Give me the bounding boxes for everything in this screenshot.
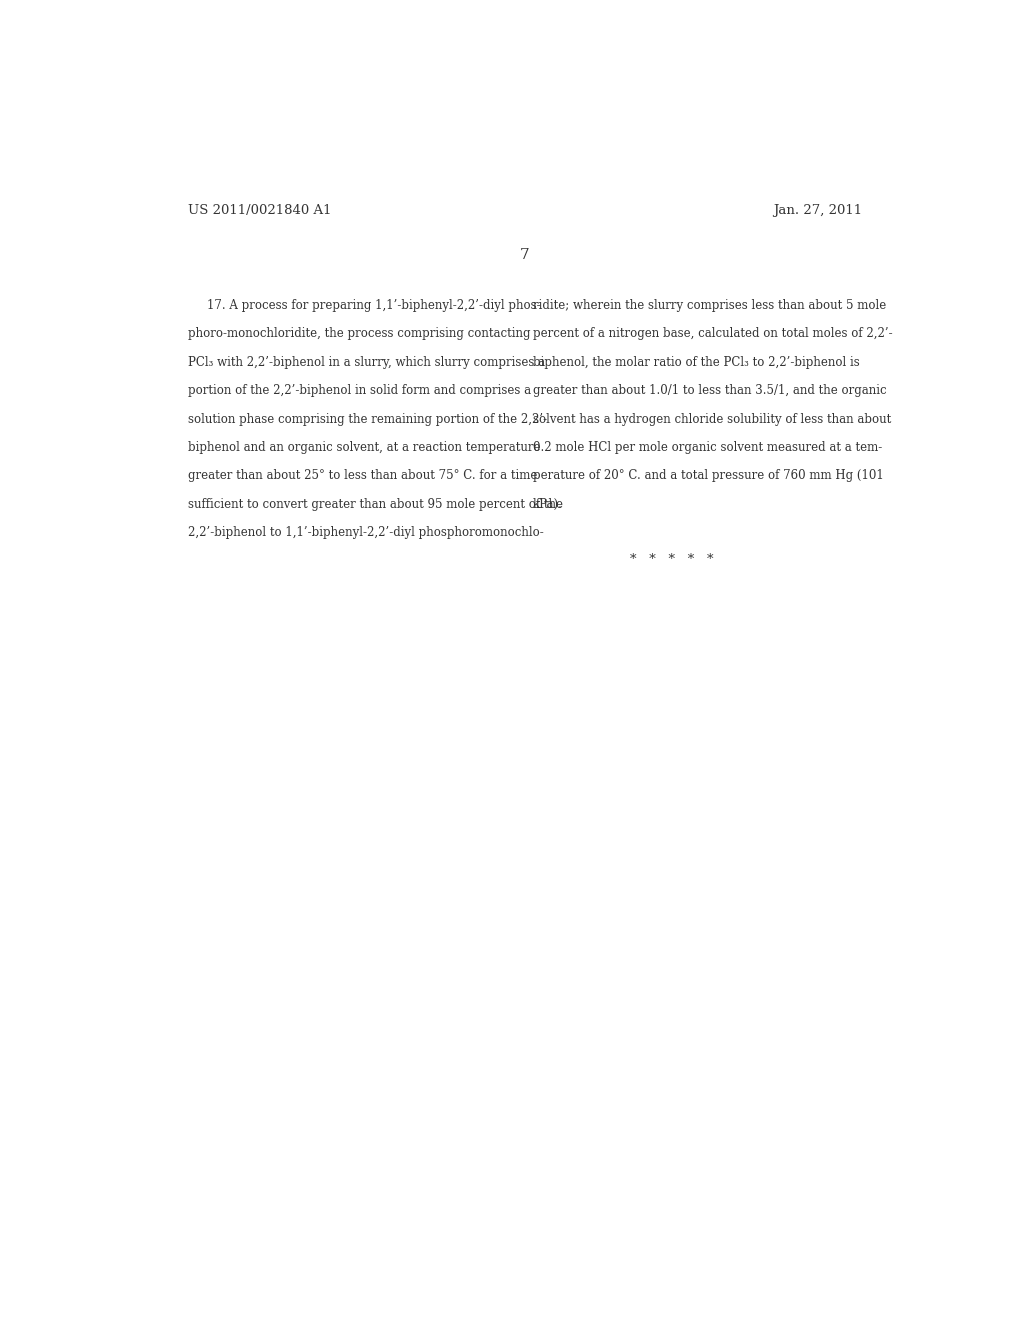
Text: percent of a nitrogen base, calculated on total moles of 2,2’-: percent of a nitrogen base, calculated o…	[532, 327, 892, 341]
Text: biphenol and an organic solvent, at a reaction temperature: biphenol and an organic solvent, at a re…	[187, 441, 540, 454]
Text: 0.2 mole HCl per mole organic solvent measured at a tem-: 0.2 mole HCl per mole organic solvent me…	[532, 441, 882, 454]
Text: 17. A process for preparing 1,1’-biphenyl-2,2’-diyl phos-: 17. A process for preparing 1,1’-bipheny…	[207, 298, 541, 312]
Text: PCl₃ with 2,2’-biphenol in a slurry, which slurry comprises a: PCl₃ with 2,2’-biphenol in a slurry, whi…	[187, 355, 545, 368]
Text: ridite; wherein the slurry comprises less than about 5 mole: ridite; wherein the slurry comprises les…	[532, 298, 886, 312]
Text: greater than about 25° to less than about 75° C. for a time: greater than about 25° to less than abou…	[187, 470, 537, 482]
Text: solution phase comprising the remaining portion of the 2,2’-: solution phase comprising the remaining …	[187, 413, 547, 425]
Text: greater than about 1.0/1 to less than 3.5/1, and the organic: greater than about 1.0/1 to less than 3.…	[532, 384, 887, 397]
Text: portion of the 2,2’-biphenol in solid form and comprises a: portion of the 2,2’-biphenol in solid fo…	[187, 384, 530, 397]
Text: *   *   *   *   *: * * * * *	[630, 553, 714, 566]
Text: Jan. 27, 2011: Jan. 27, 2011	[773, 205, 862, 216]
Text: biphenol, the molar ratio of the PCl₃ to 2,2’-biphenol is: biphenol, the molar ratio of the PCl₃ to…	[532, 355, 859, 368]
Text: sufficient to convert greater than about 95 mole percent of the: sufficient to convert greater than about…	[187, 498, 562, 511]
Text: phoro-monochloridite, the process comprising contacting: phoro-monochloridite, the process compri…	[187, 327, 530, 341]
Text: solvent has a hydrogen chloride solubility of less than about: solvent has a hydrogen chloride solubili…	[532, 413, 891, 425]
Text: 7: 7	[520, 248, 529, 261]
Text: perature of 20° C. and a total pressure of 760 mm Hg (101: perature of 20° C. and a total pressure …	[532, 470, 884, 482]
Text: 2,2’-biphenol to 1,1’-biphenyl-2,2’-diyl phosphoromonochlo-: 2,2’-biphenol to 1,1’-biphenyl-2,2’-diyl…	[187, 527, 544, 540]
Text: US 2011/0021840 A1: US 2011/0021840 A1	[187, 205, 331, 216]
Text: kPa).: kPa).	[532, 498, 562, 511]
